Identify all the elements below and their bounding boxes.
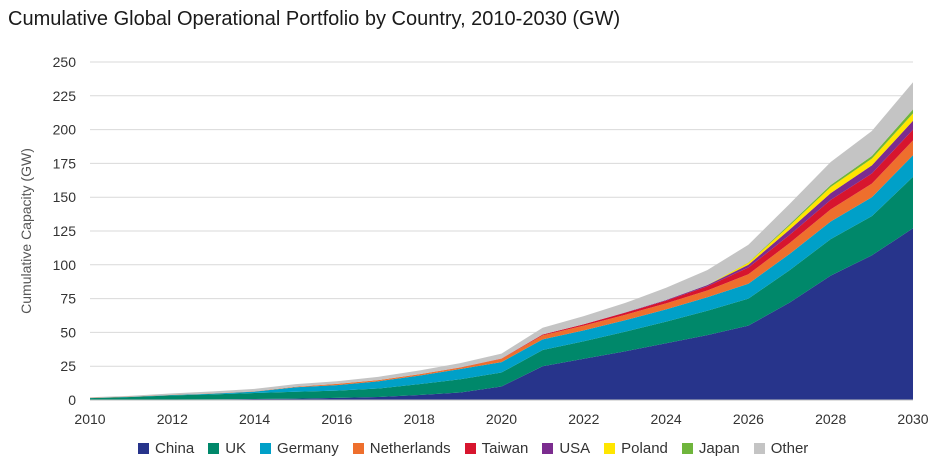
x-tick-label: 2018	[404, 411, 435, 427]
legend-label: USA	[559, 440, 591, 457]
legend-swatch	[604, 443, 616, 454]
x-tick-label: 2016	[321, 411, 352, 427]
legend-swatch	[352, 443, 364, 454]
legend-swatch	[138, 443, 149, 454]
legend-label: Germany	[277, 440, 339, 457]
y-tick-label: 250	[53, 54, 77, 70]
legend-item-taiwan: Taiwan	[464, 440, 529, 457]
legend-item-poland: Poland	[604, 440, 668, 457]
legend-item-other: Other	[753, 440, 809, 457]
legend-swatch	[542, 443, 554, 454]
x-tick-label: 2024	[651, 411, 682, 427]
legend-label: Japan	[698, 440, 740, 457]
legend-swatch	[208, 443, 220, 454]
y-axis-label: Cumulative Capacity (GW)	[18, 148, 34, 314]
x-tick-label: 2022	[568, 411, 599, 427]
x-tick-label: 2020	[486, 411, 517, 427]
y-tick-label: 125	[53, 223, 77, 239]
x-tick-label: 2014	[239, 411, 270, 427]
legend-swatch	[260, 443, 272, 454]
legend-item-netherlands: Netherlands	[352, 440, 451, 457]
legend-label: UK	[225, 440, 247, 457]
legend-item-germany: Germany	[260, 440, 339, 457]
y-tick-label: 100	[53, 257, 77, 273]
legend-item-japan: Japan	[681, 440, 740, 457]
legend-item-usa: USA	[542, 440, 590, 457]
legend-item-uk: UK	[208, 440, 246, 457]
y-tick-label: 0	[68, 392, 76, 408]
x-tick-label: 2012	[157, 411, 188, 427]
legend-swatch	[681, 443, 693, 454]
chart-title: Cumulative Global Operational Portfolio …	[8, 8, 621, 30]
y-tick-label: 150	[53, 189, 77, 205]
legend-label: Taiwan	[481, 440, 529, 457]
legend-label: Poland	[621, 440, 668, 457]
legend-label: Netherlands	[369, 440, 451, 457]
legend-swatch	[753, 443, 765, 454]
series-area-china	[90, 228, 913, 400]
y-tick-label: 200	[53, 122, 77, 138]
x-tick-label: 2010	[74, 411, 105, 427]
y-tick-label: 50	[60, 324, 76, 340]
legend-swatch	[464, 443, 476, 454]
legend-label: China	[155, 440, 195, 457]
y-tick-label: 175	[53, 155, 77, 171]
y-tick-label: 25	[60, 358, 76, 374]
y-tick-label: 75	[60, 291, 76, 307]
legend-item-china: China	[138, 440, 194, 457]
x-tick-label: 2030	[897, 411, 928, 427]
x-tick-label: 2026	[733, 411, 764, 427]
x-tick-label: 2028	[815, 411, 846, 427]
y-tick-label: 225	[53, 88, 77, 104]
legend-label: Other	[770, 440, 809, 457]
chart-legend: China UK Germany Netherlands Taiwan USA Poland…	[138, 440, 808, 457]
